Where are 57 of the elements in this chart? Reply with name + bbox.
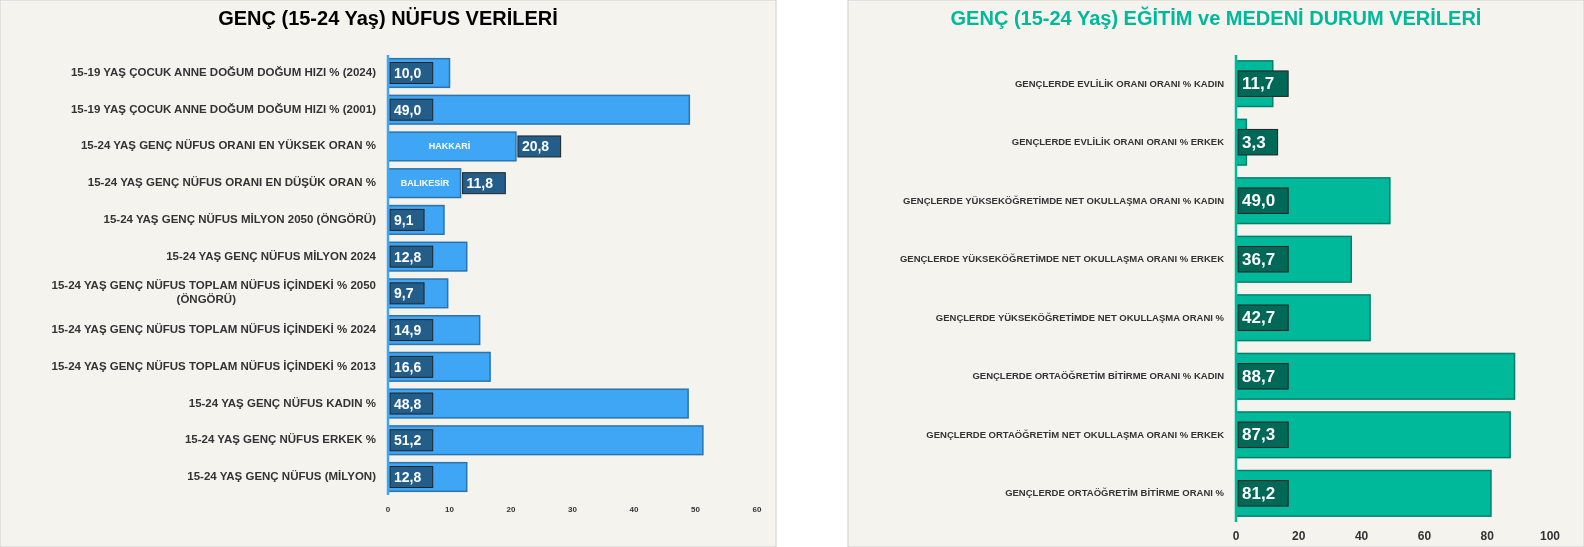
y-tick-label: GENÇLERDE YÜKSEKÖĞRETİMDE NET OKULLAŞMA ORANI % ERKEK <box>899 252 1225 264</box>
y-tick-label: 15-24 YAŞ GENÇ NÜFUS TOPLAM NÜFUS İÇİNDEKİ % 2050 (ÖNGÖRÜ) <box>51 279 376 306</box>
x-tick-label: 80 <box>1480 529 1495 543</box>
x-tick-label: 20 <box>506 505 516 514</box>
y-tick-label: 15-24 YAŞ GENÇ NÜFUS ORANI EN DÜŞÜK ORAN % <box>87 176 376 189</box>
data-label: 81,2 <box>1242 483 1276 503</box>
data-label: 10,0 <box>394 65 422 81</box>
y-tick-label: 15-24 YAŞ GENÇ NÜFUS (MİLYON) <box>187 470 377 483</box>
x-tick-label: 30 <box>568 505 578 514</box>
x-tick-label: 40 <box>1354 529 1369 543</box>
data-label: 36,7 <box>1242 249 1276 269</box>
y-tick-label: GENÇLERDE YÜKSEKÖĞRETİMDE NET OKULLAŞMA ORANI % KADIN <box>903 194 1225 206</box>
y-tick-label: 15-24 YAŞ GENÇ NÜFUS MİLYON 2024 <box>166 249 377 262</box>
y-tick-label: 15-19 YAŞ ÇOCUK ANNE DOĞUM DOĞUM HIZI % (2001) <box>70 102 377 115</box>
annotation: BALIKESİR <box>400 178 450 189</box>
data-label: 11,7 <box>1242 74 1275 94</box>
chart-title: GENÇ (15-24 Yaş) EĞİTİM ve MEDENİ DURUM VERİLERİ <box>950 6 1482 29</box>
x-tick-label: 0 <box>385 505 391 514</box>
x-tick-label: 20 <box>1292 529 1306 543</box>
y-tick-label: GENÇLERDE ORTAÖĞRETİM BİTİRME ORANI % <box>1005 486 1225 498</box>
y-tick-label: 15-19 YAŞ ÇOCUK ANNE DOĞUM DOĞUM HIZI % (2024) <box>70 66 377 79</box>
y-tick-label: 15-24 YAŞ GENÇ NÜFUS ORANI EN YÜKSEK ORAN % <box>80 139 376 152</box>
x-tick-label: 10 <box>445 505 455 514</box>
y-tick-label: GENÇLERDE EVLİLİK ORANI ORANI % ERKEK <box>1011 135 1225 147</box>
x-tick-label: 60 <box>752 505 762 514</box>
x-tick-label: 50 <box>691 505 701 514</box>
data-label: 12,8 <box>394 469 422 485</box>
data-label: 49,0 <box>394 101 422 118</box>
data-label: 20,8 <box>521 138 550 155</box>
data-label: 88,7 <box>1242 366 1276 386</box>
y-tick-label: 15-24 YAŞ GENÇ NÜFUS MİLYON 2050 (ÖNGÖRÜ) <box>103 212 377 225</box>
data-label: 9,7 <box>394 285 414 302</box>
data-label: 16,6 <box>394 358 422 375</box>
y-tick-label: GENÇLERDE YÜKSEKÖĞRETİMDE NET OKULLAŞMA ORANI % <box>935 311 1225 323</box>
x-tick-label: 100 <box>1539 529 1561 543</box>
y-tick-label: 15-24 YAŞ GENÇ NÜFUS TOPLAM NÜFUS İÇİNDEKİ % 2024 <box>51 323 377 336</box>
y-tick-label: 15-24 YAŞ GENÇ NÜFUS KADIN % <box>188 396 376 409</box>
x-tick-label: 0 <box>1232 529 1240 543</box>
y-tick-label: 15-24 YAŞ GENÇ NÜFUS TOPLAM NÜFUS İÇİNDEKİ % 2013 <box>51 359 376 372</box>
data-label: 48,8 <box>394 395 422 412</box>
y-tick-label: GENÇLERDE ORTAÖĞRETİM NET OKULLAŞMA ORANI % ERKEK <box>926 428 1225 440</box>
x-tick-label: 60 <box>1417 529 1432 543</box>
y-tick-label: GENÇLERDE ORTAÖĞRETİM BİTİRME ORANI % KADIN <box>972 369 1225 381</box>
data-label: 87,3 <box>1242 425 1276 445</box>
data-label: 11,8 <box>466 175 494 192</box>
data-label: 51,2 <box>394 432 422 449</box>
data-label: 42,7 <box>1242 308 1276 328</box>
data-label: 49,0 <box>1242 191 1276 211</box>
y-tick-label: GENÇLERDE EVLİLİK ORANI ORANI % KADIN <box>1014 77 1225 89</box>
data-label: 12,8 <box>394 248 422 265</box>
data-label: 3,3 <box>1242 132 1266 152</box>
annotation: HAKKARİ <box>428 141 471 152</box>
y-tick-label: 15-24 YAŞ GENÇ NÜFUS ERKEK % <box>184 433 376 446</box>
data-label: 9,1 <box>394 211 414 228</box>
chart-title: GENÇ (15-24 Yaş) NÜFUS VERİLERİ <box>218 7 558 29</box>
x-tick-label: 40 <box>629 505 639 514</box>
data-label: 14,9 <box>394 322 422 339</box>
